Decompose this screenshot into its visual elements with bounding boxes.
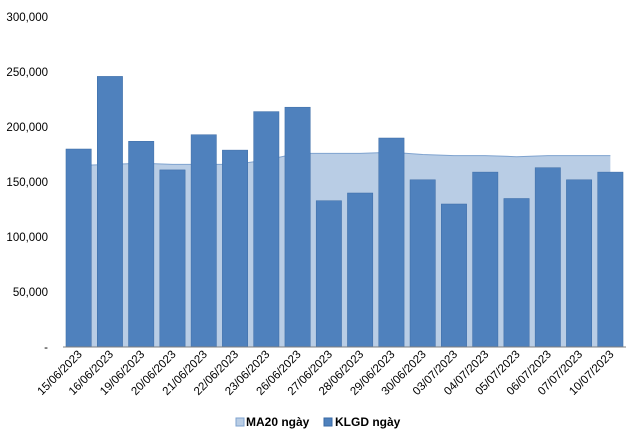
bar-29/06/2023 (378, 137, 405, 348)
bar-10/07/2023 (597, 171, 624, 348)
bar-22/06/2023 (222, 149, 248, 348)
bar-16/06/2023 (97, 76, 123, 348)
y-tick-label: - (44, 342, 48, 354)
legend-ma20-swatch (235, 417, 245, 427)
y-tick-label: 150,000 (6, 177, 48, 189)
bar-03/07/2023 (441, 203, 467, 348)
bar-30/06/2023 (409, 179, 436, 348)
bar-26/06/2023 (284, 106, 311, 348)
bar-19/06/2023 (128, 141, 155, 348)
bar-04/07/2023 (472, 171, 499, 348)
y-tick-label: 200,000 (6, 122, 48, 134)
y-axis-labels: - 50,000 100,000 150,000 200,000 250,000 300,0… (6, 12, 48, 354)
ma20-area-layer (78, 151, 611, 347)
bar-27/06/2023 (315, 200, 342, 348)
bar-21/06/2023 (190, 134, 217, 348)
x-axis-labels: 15/06/202316/06/202319/06/202320/06/2023… (36, 349, 617, 398)
ma20-line (78, 151, 611, 166)
bar-28/06/2023 (347, 192, 374, 348)
legend-klgd-swatch (323, 417, 333, 427)
bar-05/07/2023 (503, 198, 530, 348)
bar-07/07/2023 (566, 179, 593, 348)
bar-23/06/2023 (253, 111, 280, 348)
bar-06/07/2023 (534, 167, 561, 348)
y-tick-label: 100,000 (6, 232, 48, 244)
bar-15/06/2023 (65, 148, 92, 348)
ma20-area (78, 152, 611, 347)
y-tick-label: 300,000 (6, 12, 48, 24)
legend: MA20 ngày KLGD ngày (235, 415, 401, 429)
y-tick-label: 50,000 (13, 287, 48, 299)
legend-ma20-label: MA20 ngày (246, 415, 310, 429)
bar-layer (65, 76, 624, 348)
legend-klgd-label: KLGD ngày (335, 415, 401, 429)
y-tick-label: 250,000 (6, 67, 48, 79)
bar-20/06/2023 (159, 169, 186, 348)
